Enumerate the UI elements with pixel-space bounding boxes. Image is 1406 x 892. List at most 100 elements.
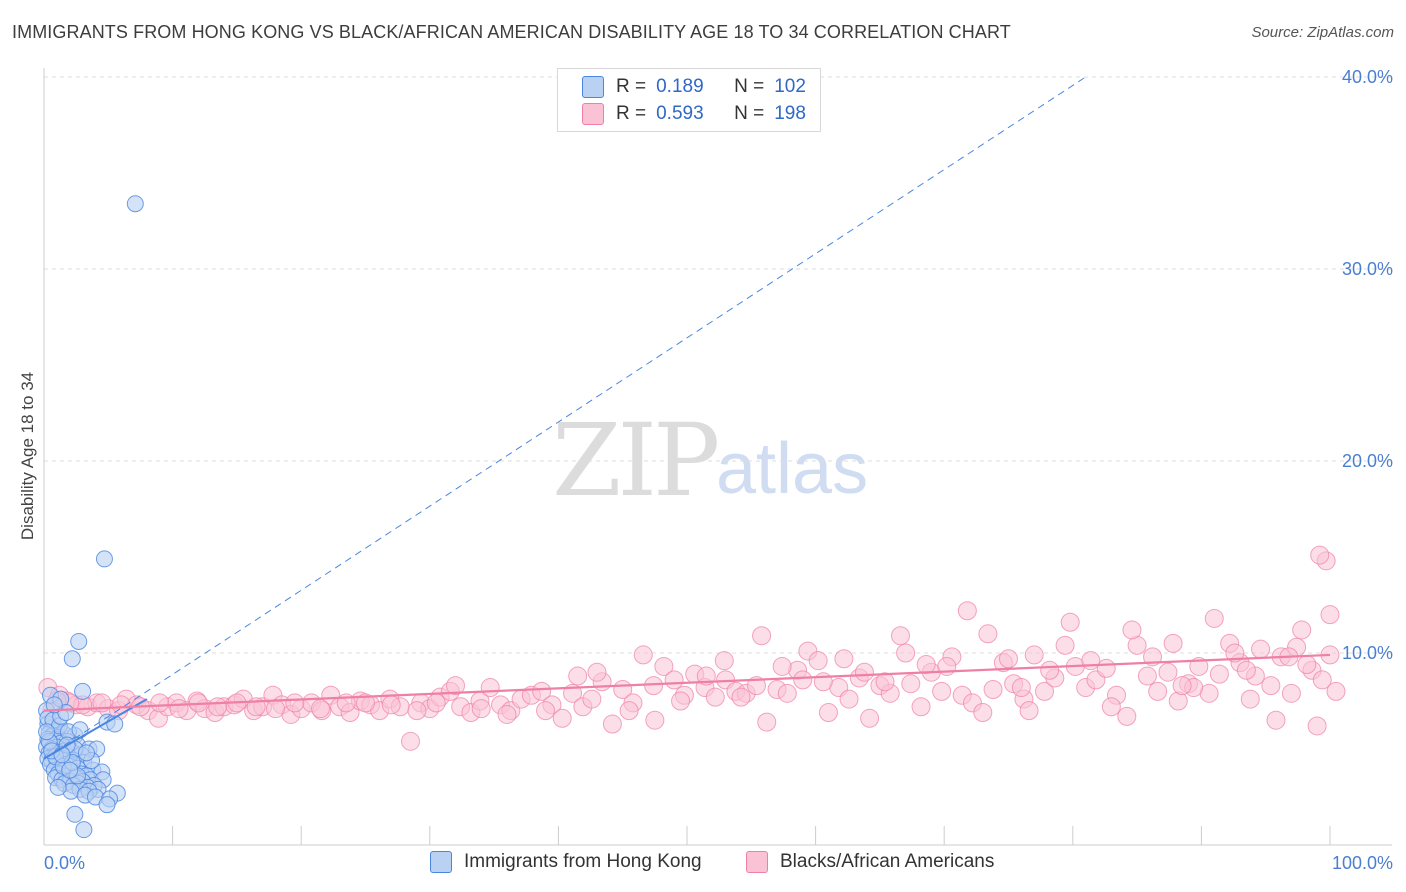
legend-r-value: 0.593 xyxy=(656,103,704,124)
point-black-african-american xyxy=(1019,701,1039,721)
chart-title: IMMIGRANTS FROM HONG KONG VS BLACK/AFRIC… xyxy=(12,22,1011,42)
point-black-african-american xyxy=(1307,716,1327,736)
point-black-african-american xyxy=(752,626,772,646)
point-black-african-american xyxy=(446,676,466,696)
bottom-legend-black: Blacks/African Americans xyxy=(746,851,994,873)
legend-n-label: N = xyxy=(734,76,765,97)
point-black-african-american xyxy=(818,703,838,723)
legend-row-black: R = 0.593 N = 198 xyxy=(582,101,806,127)
legend-swatch-pink xyxy=(582,103,604,125)
point-black-african-american xyxy=(1035,681,1055,701)
point-black-african-american xyxy=(705,687,725,707)
point-hong-kong xyxy=(126,195,144,213)
point-black-african-american xyxy=(1148,681,1168,701)
point-black-african-american xyxy=(497,704,517,724)
watermark-atlas: atlas xyxy=(716,429,869,509)
y-tick-label: 10.0% xyxy=(1342,643,1393,663)
point-black-african-american xyxy=(644,676,664,696)
y-axis-label: Disability Age 18 to 34 xyxy=(18,371,37,541)
point-black-african-american xyxy=(916,655,936,675)
point-black-african-american xyxy=(671,691,691,711)
point-hong-kong xyxy=(49,778,67,796)
point-black-african-american xyxy=(1137,666,1157,686)
bottom-legend: Immigrants from Hong Kong Blacks/African… xyxy=(0,851,1406,879)
point-black-african-american xyxy=(1320,605,1340,625)
point-black-african-american xyxy=(1209,664,1229,684)
y-tick-label: 40.0% xyxy=(1342,67,1393,87)
point-black-african-american xyxy=(1225,643,1245,663)
point-black-african-american xyxy=(407,701,427,721)
point-black-african-american xyxy=(1189,656,1209,676)
point-black-african-american xyxy=(1261,676,1281,696)
legend-row-hong-kong: R = 0.189 N = 102 xyxy=(582,74,806,100)
point-black-african-american xyxy=(932,681,952,701)
point-black-african-american xyxy=(602,714,622,734)
point-black-african-american xyxy=(633,645,653,665)
point-black-african-american xyxy=(1292,620,1312,640)
point-black-african-american xyxy=(1204,608,1224,628)
point-hong-kong xyxy=(38,723,56,741)
source-credit: Source: ZipAtlas.com xyxy=(1251,24,1394,41)
legend-n-value: 102 xyxy=(774,76,806,97)
point-black-african-american xyxy=(1117,706,1137,726)
point-black-african-american xyxy=(1266,710,1286,730)
point-black-african-american xyxy=(757,712,777,732)
stats-legend: R = 0.189 N = 102 R = 0.593 N = 198 xyxy=(557,68,821,132)
point-black-african-american xyxy=(772,656,792,676)
point-black-african-american xyxy=(983,679,1003,699)
trend-line-hong-kong xyxy=(43,698,148,760)
point-black-african-american xyxy=(356,693,375,713)
y-tick-label: 30.0% xyxy=(1342,259,1393,279)
point-black-african-american xyxy=(1158,662,1178,682)
legend-n-label: N = xyxy=(734,103,765,124)
point-black-african-american xyxy=(1326,681,1346,701)
point-black-african-american xyxy=(150,693,170,713)
legend-r-value: 0.189 xyxy=(656,76,704,97)
point-black-african-american xyxy=(1236,660,1256,680)
point-black-african-american xyxy=(957,601,977,621)
legend-swatch-blue xyxy=(582,76,604,98)
point-black-african-american xyxy=(401,731,421,751)
point-black-african-american xyxy=(973,703,993,723)
legend-n-value: 198 xyxy=(774,103,806,124)
point-black-african-american xyxy=(1312,670,1332,690)
point-black-african-american xyxy=(1024,645,1044,665)
point-hong-kong xyxy=(74,682,92,700)
point-black-african-american xyxy=(808,651,828,671)
point-black-african-american xyxy=(896,643,916,663)
x-tick-label: 0.0% xyxy=(44,853,85,873)
point-black-african-american xyxy=(746,676,766,696)
point-hong-kong xyxy=(70,632,88,650)
point-black-african-american xyxy=(664,670,684,690)
point-black-african-american xyxy=(1172,676,1192,696)
point-black-african-american xyxy=(552,708,572,728)
point-black-african-american xyxy=(714,651,734,671)
legend-r-label: R = xyxy=(616,103,647,124)
point-black-african-american xyxy=(1011,678,1031,698)
point-black-african-american xyxy=(480,678,500,698)
point-black-african-american xyxy=(426,693,446,713)
point-black-african-american xyxy=(582,689,602,709)
point-hong-kong xyxy=(77,744,95,762)
point-black-african-american xyxy=(1240,689,1260,709)
point-black-african-american xyxy=(999,649,1018,669)
legend-r-label: R = xyxy=(616,76,647,97)
point-hong-kong xyxy=(45,696,63,714)
point-black-african-american xyxy=(310,699,330,719)
point-hong-kong xyxy=(75,821,93,839)
point-black-african-american xyxy=(568,666,588,686)
point-black-african-american xyxy=(532,681,552,701)
point-black-african-american xyxy=(1055,635,1075,655)
point-hong-kong xyxy=(66,805,84,823)
bottom-legend-label: Blacks/African Americans xyxy=(780,851,995,872)
x-tick-label: 100.0% xyxy=(1332,853,1393,873)
point-black-african-american xyxy=(860,708,880,728)
point-black-african-american xyxy=(696,666,716,686)
point-black-african-american xyxy=(1281,683,1301,703)
point-black-african-american xyxy=(285,693,305,713)
point-black-african-american xyxy=(901,674,921,694)
point-black-african-american xyxy=(978,624,998,644)
point-hong-kong xyxy=(98,796,116,814)
point-black-african-american xyxy=(536,701,556,721)
